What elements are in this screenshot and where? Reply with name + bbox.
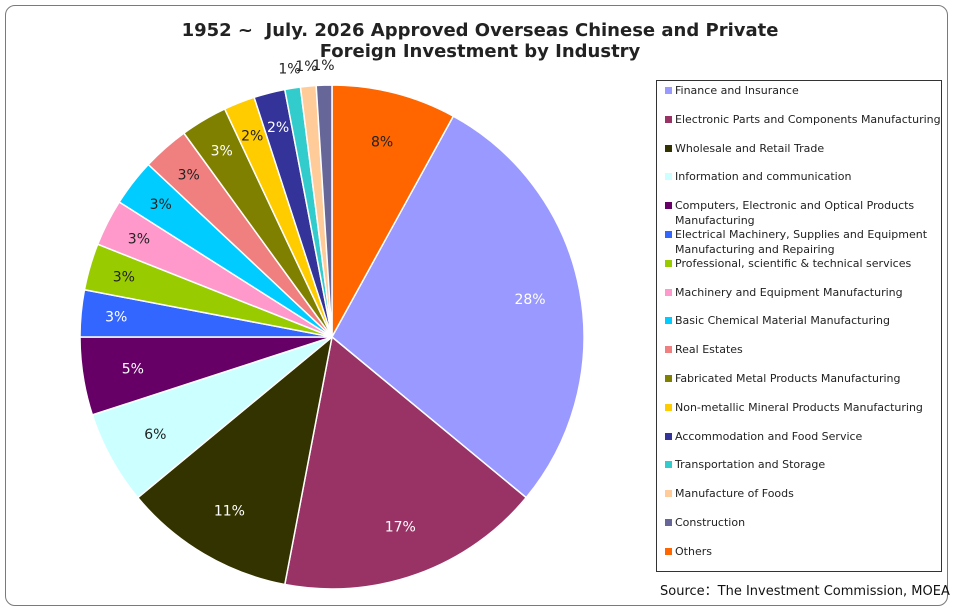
legend-label: Electrical Machinery, Supplies and Equip…: [675, 228, 928, 256]
legend-swatch: [665, 346, 672, 354]
legend-label: Non-metallic Mineral Products Manufactur…: [675, 400, 923, 414]
legend-swatch: [665, 115, 672, 123]
pie-slice-value-label: 1%: [312, 58, 334, 74]
legend-label: Construction: [675, 516, 746, 529]
legend-swatch: [665, 144, 672, 152]
legend-label: Fabricated Metal Products Manufacturing: [675, 372, 901, 385]
pie-slice-value-label: 28%: [514, 292, 545, 308]
legend-label: Finance and Insurance: [675, 84, 799, 97]
pie-slice-value-label: 3%: [150, 197, 172, 213]
pie-slice-value-label: 6%: [144, 427, 166, 443]
legend-label: Professional, scientific & technical ser…: [675, 256, 912, 270]
legend-label: Transportation and Storage: [675, 458, 826, 472]
pie-slice-value-label: 3%: [128, 232, 150, 248]
chart-legend: Finance and Insurance Electronic Parts an…: [656, 80, 942, 572]
legend-swatch: [665, 375, 672, 382]
legend-swatch: [665, 87, 672, 94]
legend-swatch: [665, 202, 672, 210]
legend-label: Basic Chemical Material Manufacturing: [675, 314, 890, 328]
pie-slice-value-label: 3%: [113, 270, 135, 286]
chart-title-line-2: Foreign Investment by Industry: [319, 41, 641, 62]
legend-label: Information and communication: [675, 170, 852, 184]
legend-label: Wholesale and Retail Trade: [675, 141, 825, 155]
legend-swatch: [665, 231, 672, 238]
legend-label: Manufacture of Foods: [675, 487, 794, 501]
legend-label: Real Estates: [675, 343, 743, 357]
legend-swatch: [665, 432, 672, 440]
pie-slice-wholesale-and-retail-trade: [136, 335, 334, 586]
legend-swatch: [665, 519, 672, 526]
pie-slice-construction: [315, 84, 333, 338]
pie-slice-value-label: 11%: [214, 504, 245, 520]
legend-swatch: [665, 490, 672, 498]
pie-slice-value-label: 3%: [211, 143, 233, 159]
legend-swatch: [665, 259, 672, 267]
legend-label: Others: [675, 544, 712, 558]
legend-swatch: [665, 288, 672, 296]
chart-title-line-1: 1952 ~ July. 2026 Approved Overseas Chin…: [181, 20, 779, 41]
legend-swatch: [665, 547, 672, 555]
legend-swatch: [665, 317, 672, 325]
chart-title: 1952 ~ July. 2026 Approved Overseas Chin…: [180, 20, 780, 62]
pie-slice-value-label: 5%: [122, 362, 144, 378]
legend-label: Machinery and Equipment Manufacturing: [675, 285, 903, 299]
pie-slice-value-label: 2%: [241, 128, 263, 144]
source-note: Source：The Investment Commission, MOEA: [660, 584, 950, 599]
legend-swatch: [665, 173, 672, 181]
pie-slice-value-label: 3%: [105, 310, 127, 326]
pie-slice-value-label: 8%: [371, 135, 393, 151]
legend-label: Accommodation and Food Service: [675, 429, 863, 443]
legend-label: Electronic Parts and Components Manufact…: [675, 112, 941, 126]
pie-slice-value-label: 2%: [267, 120, 289, 136]
legend-swatch: [665, 403, 672, 411]
pie-slice-value-label: 1%: [278, 61, 300, 77]
pie-slice-finance-and-insurance: [331, 115, 585, 499]
legend-label: Computers, Electronic and Optical Produc…: [675, 199, 915, 228]
pie-slice-value-label: 17%: [385, 520, 416, 536]
pie-slice-value-label: 1%: [295, 59, 317, 75]
legend-swatch: [665, 461, 672, 469]
pie-slice-electronic-parts-and-components-manufacturing: [283, 335, 528, 590]
pie-slice-value-label: 3%: [178, 167, 200, 183]
pie-slice-others: [331, 84, 455, 338]
